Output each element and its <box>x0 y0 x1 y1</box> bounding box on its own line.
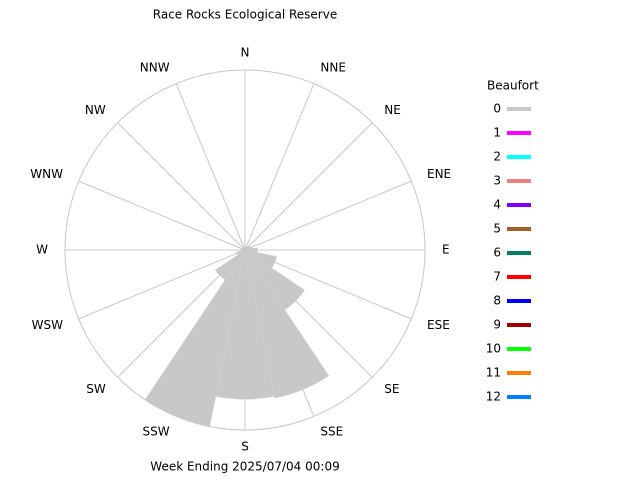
direction-label: NE <box>384 103 401 117</box>
direction-label: SE <box>384 382 399 396</box>
legend-label: 7 <box>493 270 501 284</box>
direction-label: SSW <box>143 425 170 439</box>
direction-label: NNE <box>320 60 346 74</box>
chart-footer: Week Ending 2025/07/04 00:09 <box>150 460 339 474</box>
legend-label: 11 <box>486 366 501 380</box>
direction-label: E <box>442 243 450 257</box>
direction-label: WNW <box>30 167 63 181</box>
direction-label: W <box>36 243 48 257</box>
direction-label: S <box>241 440 249 454</box>
grid-spoke <box>244 83 315 251</box>
grid-spoke <box>78 180 246 251</box>
legend-label: 9 <box>493 318 501 332</box>
legend-label: 1 <box>493 126 501 140</box>
wedge <box>245 250 305 310</box>
direction-label: SW <box>86 382 106 396</box>
direction-label: WSW <box>32 318 63 332</box>
wedge <box>242 247 245 250</box>
grid-spoke <box>117 122 246 251</box>
grid-spoke <box>244 122 373 251</box>
wedge <box>241 249 245 251</box>
grid-spoke <box>244 180 412 251</box>
grid-spoke <box>78 249 246 320</box>
legend-label: 5 <box>493 222 501 236</box>
legend-label: 4 <box>493 198 501 212</box>
direction-label: ENE <box>427 167 451 181</box>
legend-label: 10 <box>486 342 501 356</box>
direction-label: ESE <box>427 318 450 332</box>
wedge <box>242 246 245 250</box>
wedge <box>215 250 275 400</box>
legend-label: 12 <box>486 390 501 404</box>
grid-spoke <box>175 83 246 251</box>
wedge <box>236 250 245 256</box>
wedge <box>241 247 245 250</box>
wedge <box>245 245 250 250</box>
wedge <box>144 250 245 427</box>
legend-label: 0 <box>493 102 501 116</box>
wedge <box>245 250 330 399</box>
wedge <box>245 247 258 253</box>
wedge <box>244 246 246 250</box>
legend-title: Beaufort <box>487 79 539 93</box>
wedge <box>245 246 248 250</box>
legend-label: 2 <box>493 150 501 164</box>
wedge <box>215 250 245 280</box>
wedge <box>245 245 253 250</box>
legend-label: 8 <box>493 294 501 308</box>
direction-label: NNW <box>140 60 170 74</box>
direction-label: N <box>241 46 250 60</box>
chart-title: Race Rocks Ecological Reserve <box>153 8 337 22</box>
direction-label: SSE <box>320 425 343 439</box>
legend-label: 3 <box>493 174 501 188</box>
wedge <box>245 250 277 269</box>
direction-label: NW <box>85 103 106 117</box>
legend-label: 6 <box>493 246 501 260</box>
